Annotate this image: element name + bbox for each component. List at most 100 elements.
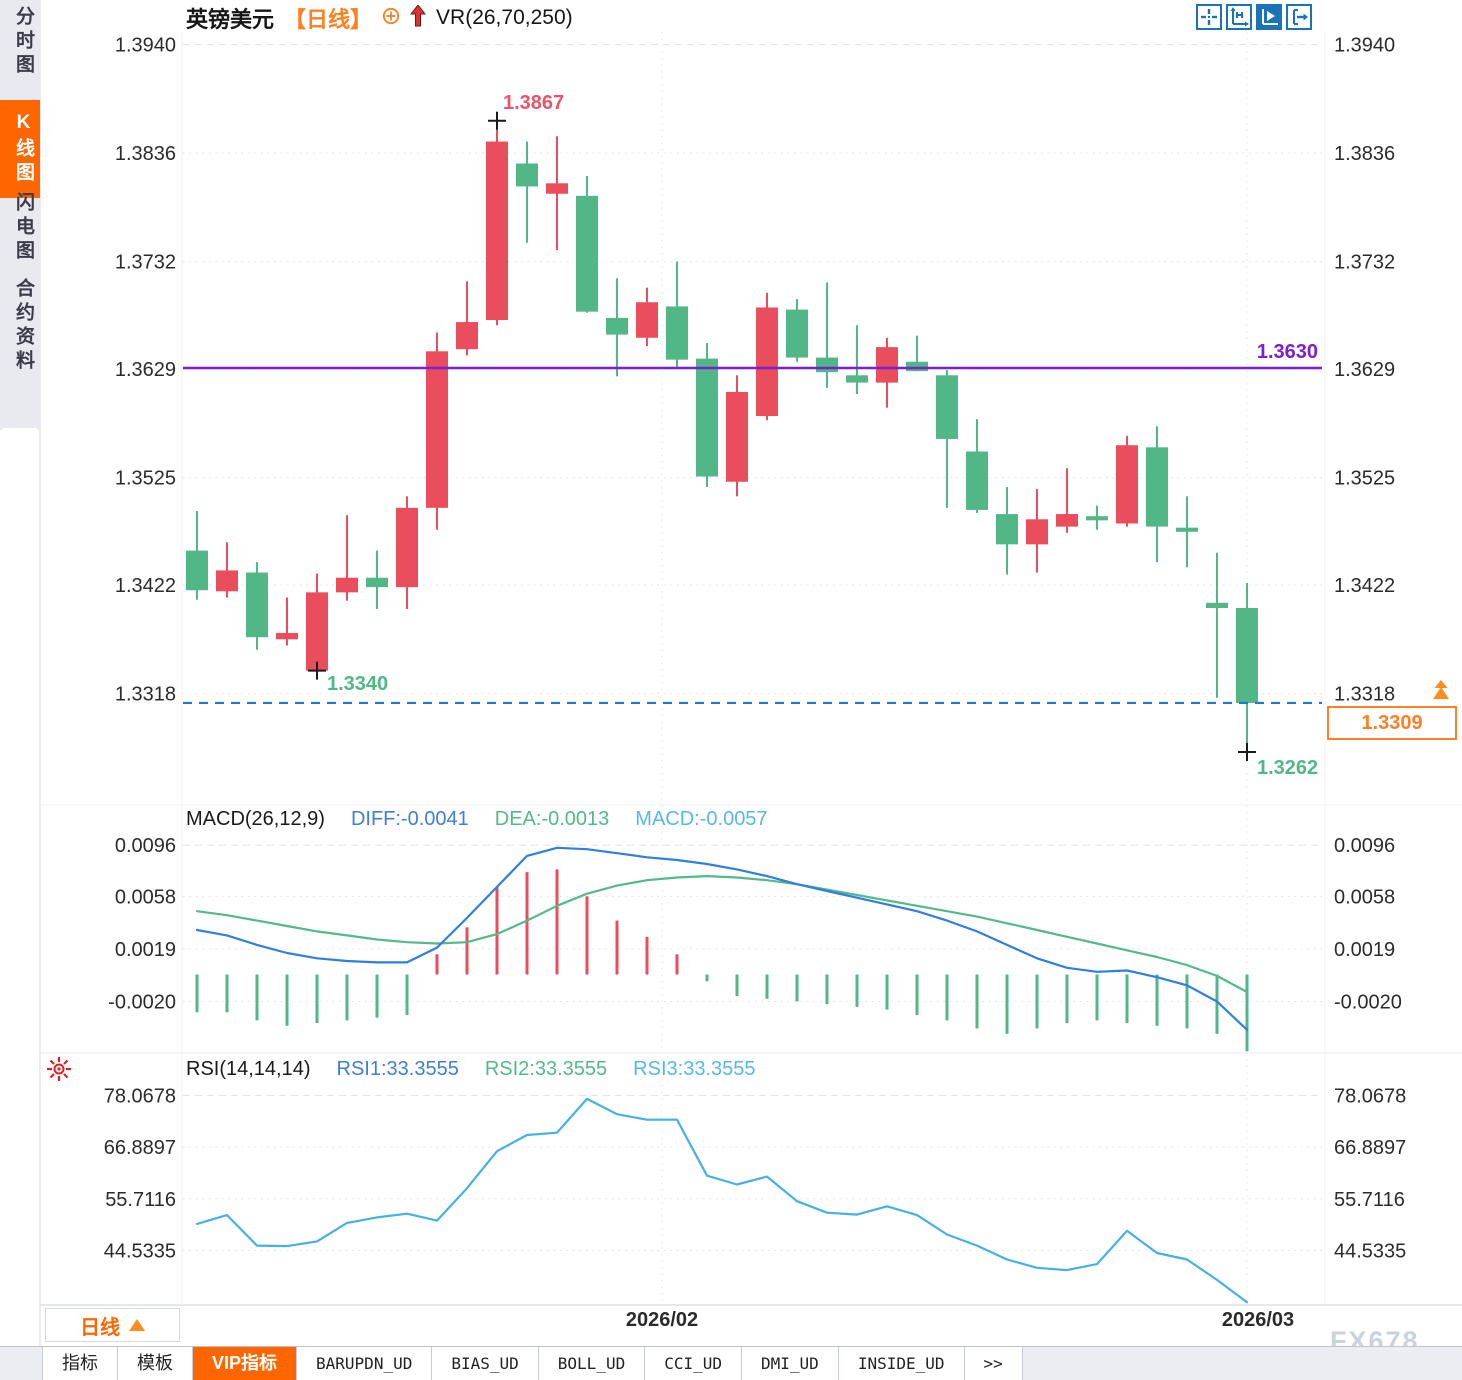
y-axis-label-right: 1.3940: [1334, 35, 1395, 57]
y-axis-label-left: 1.3629: [115, 359, 176, 381]
candle-body: [1026, 519, 1048, 545]
sidebar-item-label: K线图: [13, 112, 34, 186]
candle-body: [756, 307, 778, 416]
y-axis-label-right: 0.0019: [1334, 939, 1395, 961]
high-price-annotation: 1.3867: [503, 92, 565, 114]
rsi-params-label: RSI(14,14,14): [186, 1058, 311, 1080]
symbol-name: 英镑美元: [186, 7, 275, 32]
period-selector-label: 日线: [80, 1316, 120, 1339]
sidebar-item-contract-info[interactable]: 合约资料: [0, 278, 40, 374]
y-axis-label-left: 66.8897: [104, 1137, 176, 1159]
tab-cci-ud[interactable]: CCI_UD: [645, 1347, 743, 1380]
y-axis-label-left: 55.7116: [105, 1189, 176, 1211]
sidebar: 分时图 K线图 闪电图 合约资料: [0, 0, 40, 468]
y-axis-label-left: 78.0678: [104, 1085, 176, 1107]
macd-header: MACD(26,12,9) DIFF:-0.0041 DEA:-0.0013 M…: [186, 808, 768, 831]
y-axis-label-right: 44.5335: [1334, 1241, 1406, 1263]
rsi3-value: RSI3:33.3555: [633, 1058, 756, 1080]
y-axis-label-left: 44.5335: [104, 1241, 176, 1263]
candle-body: [216, 570, 238, 592]
up-arrow-signal-icon: [410, 3, 427, 32]
candle-body: [966, 451, 988, 510]
last-low-annotation: 1.3262: [1257, 757, 1319, 779]
tab-templates[interactable]: 模板: [118, 1347, 193, 1380]
rsi-header: RSI(14,14,14) RSI1:33.3555 RSI2:33.3555 …: [186, 1058, 756, 1081]
rsi2-value: RSI2:33.3555: [484, 1058, 608, 1080]
y-axis-label-left: 0.0096: [115, 835, 176, 857]
current-price-badge: 1.3309: [1327, 706, 1457, 740]
y-axis-label-right: 1.3318: [1334, 684, 1395, 706]
y-axis-label-right: 1.3525: [1334, 468, 1395, 490]
candle-body: [1086, 516, 1108, 521]
candle-body: [786, 309, 808, 358]
tab-vip-indicators[interactable]: VIP指标: [193, 1347, 298, 1380]
y-axis-label-right: 1.3629: [1334, 359, 1395, 381]
candle-body: [816, 357, 838, 373]
macd-macd-value: MACD:-0.0057: [635, 808, 768, 830]
candle-body: [606, 317, 628, 335]
sidebar-item-lightning-chart[interactable]: 闪电图: [0, 192, 40, 264]
period-dropdown-arrow-icon: [129, 1319, 145, 1331]
y-axis-label-right: 55.7116: [1334, 1189, 1405, 1211]
candle-body: [936, 375, 958, 439]
add-overlay-icon[interactable]: [382, 7, 400, 30]
exit-right-icon[interactable]: [1286, 4, 1312, 30]
candle-body: [996, 514, 1018, 545]
candle-body: [516, 163, 538, 187]
x-axis-label-feb: 2026/02: [625, 1309, 699, 1331]
sidebar-item-label: 闪电图: [13, 192, 34, 264]
tab-bias-ud[interactable]: BIAS_UD: [432, 1347, 539, 1380]
y-axis-label-right: -0.0020: [1334, 991, 1402, 1013]
sidebar-item-label: 合约资料: [13, 278, 34, 374]
y-axis-label-right: 1.3836: [1334, 143, 1395, 165]
candle-body: [246, 572, 268, 638]
macd-dea-line: [195, 874, 1249, 994]
low-price-annotation: 1.3340: [327, 673, 389, 695]
candle-body: [336, 577, 358, 593]
period-selector[interactable]: 日线: [45, 1308, 180, 1342]
sidebar-item-kline-chart[interactable]: K线图: [0, 100, 40, 198]
y-axis-label-left: 0.0019: [115, 939, 176, 961]
indicator-tab-bar: 指标 模板 VIP指标 BARUPDN_UD BIAS_UD BOLL_UD C…: [0, 1346, 1462, 1380]
tab-inside-ud[interactable]: INSIDE_UD: [838, 1347, 965, 1380]
sidebar-item-label: 分时图: [13, 6, 34, 78]
y-axis-label-left: 1.3422: [115, 575, 176, 597]
candle-body: [666, 306, 688, 360]
candle-body: [276, 633, 298, 640]
candle-body: [396, 507, 418, 588]
tab-boll-ud[interactable]: BOLL_UD: [538, 1347, 646, 1380]
candle-body: [1056, 514, 1078, 527]
tab-more[interactable]: >>: [964, 1347, 1023, 1380]
macd-diff-value: DIFF:-0.0041: [350, 808, 469, 830]
axis-play-icon[interactable]: [1256, 4, 1282, 30]
price-alert-arrow-icon: [1432, 680, 1450, 705]
sidebar-item-time-chart[interactable]: 分时图: [0, 6, 40, 78]
macd-diff-line: [195, 846, 1249, 1031]
tab-dmi-ud[interactable]: DMI_UD: [742, 1347, 839, 1380]
sidebar-spacer: [3, 428, 37, 468]
crosshair-icon[interactable]: [1196, 4, 1222, 30]
candle-body: [726, 392, 748, 482]
y-axis-label-left: 0.0058: [115, 886, 176, 908]
indicator-marker-sun-icon[interactable]: [46, 1056, 72, 1087]
x-axis-label-mar: 2026/03: [1221, 1309, 1295, 1331]
y-axis-label-left: -0.0020: [108, 991, 176, 1013]
y-axis-label-left: 1.3940: [115, 35, 176, 57]
y-axis-label-left: 1.3525: [115, 468, 176, 490]
candle-body: [1206, 602, 1228, 608]
hline-price-label: 1.3630: [1256, 341, 1318, 363]
tab-indicators[interactable]: 指标: [42, 1347, 118, 1380]
candle-body: [426, 351, 448, 508]
candle-body: [636, 302, 658, 338]
candle-body: [186, 550, 208, 591]
axis-scale-icon[interactable]: [1226, 4, 1252, 30]
candle-body: [486, 141, 508, 320]
rsi1-value: RSI1:33.3555: [336, 1058, 459, 1080]
chart-title-bar: 英镑美元 【日线】 VR(26,70,250): [186, 3, 573, 32]
y-axis-label-right: 66.8897: [1334, 1137, 1406, 1159]
candle-body: [1146, 447, 1168, 527]
chart-toolbar: [1196, 4, 1312, 30]
tab-barupdn-ud[interactable]: BARUPDN_UD: [297, 1347, 433, 1380]
